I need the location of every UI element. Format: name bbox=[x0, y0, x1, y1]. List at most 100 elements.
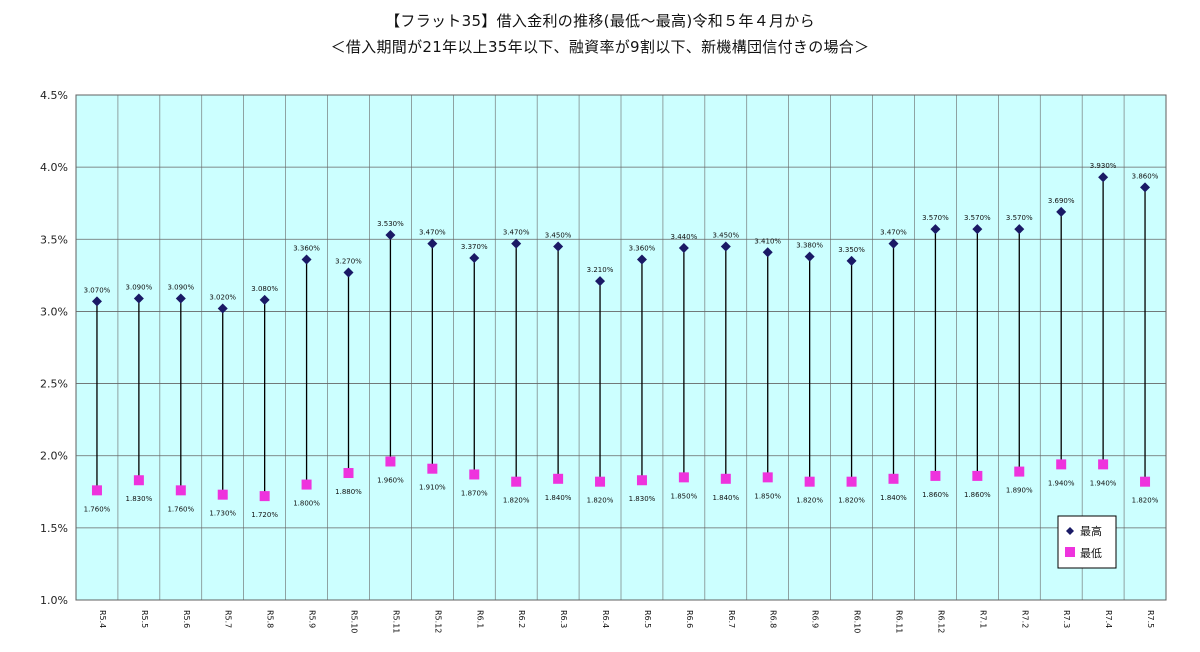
high-point bbox=[1098, 172, 1109, 183]
low-point bbox=[1056, 459, 1067, 470]
x-tick-label: R5.6 bbox=[182, 610, 191, 628]
high-data-label: 3.470% bbox=[880, 229, 907, 237]
high-data-label: 3.210% bbox=[587, 266, 614, 274]
high-data-label: 3.090% bbox=[126, 283, 153, 291]
low-point bbox=[888, 473, 899, 484]
low-point bbox=[91, 485, 102, 496]
high-point bbox=[636, 254, 647, 265]
low-data-label: 1.820% bbox=[838, 497, 865, 505]
low-point bbox=[636, 475, 647, 486]
high-point bbox=[930, 224, 941, 235]
high-point bbox=[804, 251, 815, 262]
x-tick-label: R6.4 bbox=[601, 610, 610, 628]
low-data-label: 1.820% bbox=[1132, 497, 1159, 505]
x-tick-label: R7.5 bbox=[1146, 610, 1155, 628]
high-data-label: 3.380% bbox=[796, 242, 823, 250]
chart-title: 【フラット35】借入金利の推移(最低～最高)令和５年４月から bbox=[385, 12, 815, 30]
high-point bbox=[175, 293, 186, 304]
low-point bbox=[259, 491, 270, 502]
low-point bbox=[301, 479, 312, 490]
x-tick-label: R7.3 bbox=[1062, 610, 1071, 628]
high-point bbox=[720, 241, 731, 252]
low-point bbox=[553, 473, 564, 484]
x-tick-label: R5.11 bbox=[391, 610, 400, 633]
y-tick-label: 2.5% bbox=[40, 378, 68, 391]
high-point bbox=[469, 253, 480, 264]
y-tick-label: 1.0% bbox=[40, 594, 68, 607]
x-tick-label: R5.7 bbox=[224, 610, 233, 628]
low-point bbox=[762, 472, 773, 483]
low-point bbox=[595, 476, 606, 487]
chart-subtitle: ＜借入期間が21年以上35年以下、融資率が9割以下、新機構団信付きの場合＞ bbox=[330, 38, 870, 56]
low-point bbox=[1014, 466, 1025, 477]
x-tick-label: R6.1 bbox=[475, 610, 484, 628]
low-point bbox=[469, 469, 480, 480]
y-tick-label: 2.0% bbox=[40, 450, 68, 463]
x-tick-label: R6.3 bbox=[559, 610, 568, 628]
high-point bbox=[553, 241, 564, 252]
high-data-label: 3.370% bbox=[461, 243, 488, 251]
low-data-label: 1.860% bbox=[922, 491, 949, 499]
low-point bbox=[972, 470, 983, 481]
high-point bbox=[595, 276, 606, 287]
y-tick-label: 4.0% bbox=[40, 161, 68, 174]
x-tick-label: R6.7 bbox=[727, 610, 736, 628]
x-tick-label: R6.10 bbox=[853, 610, 862, 633]
high-point bbox=[259, 294, 270, 305]
low-data-label: 1.820% bbox=[796, 497, 823, 505]
high-data-label: 3.360% bbox=[293, 244, 320, 252]
low-data-label: 1.890% bbox=[1006, 487, 1033, 495]
x-tick-label: R5.10 bbox=[350, 610, 359, 633]
x-tick-label: R6.12 bbox=[936, 610, 945, 633]
high-point bbox=[678, 242, 689, 253]
high-point bbox=[427, 238, 438, 249]
high-data-label: 3.690% bbox=[1048, 197, 1075, 205]
high-data-label: 3.270% bbox=[335, 257, 362, 265]
high-data-label: 3.570% bbox=[1006, 214, 1033, 222]
low-data-label: 1.820% bbox=[503, 497, 530, 505]
x-tick-label: R6.8 bbox=[769, 610, 778, 628]
low-data-label: 1.760% bbox=[167, 505, 194, 513]
low-data-label: 1.800% bbox=[293, 500, 320, 508]
low-point bbox=[217, 489, 228, 500]
low-point bbox=[133, 475, 144, 486]
high-data-label: 3.070% bbox=[84, 286, 111, 294]
high-data-label: 3.450% bbox=[545, 232, 572, 240]
low-data-label: 1.850% bbox=[754, 492, 781, 500]
low-data-label: 1.820% bbox=[587, 497, 614, 505]
low-point bbox=[427, 463, 438, 474]
low-data-label: 1.840% bbox=[545, 494, 572, 502]
legend-box bbox=[1057, 515, 1117, 569]
x-tick-label: R5.9 bbox=[308, 610, 317, 628]
x-tick-label: R6.5 bbox=[643, 610, 652, 628]
low-point bbox=[930, 470, 941, 481]
low-point bbox=[846, 476, 857, 487]
high-point bbox=[343, 267, 354, 278]
low-data-label: 1.850% bbox=[671, 492, 698, 500]
legend-low-marker bbox=[1065, 547, 1075, 557]
high-point bbox=[762, 247, 773, 258]
high-data-label: 3.860% bbox=[1132, 172, 1159, 180]
low-point bbox=[175, 485, 186, 496]
low-point bbox=[720, 473, 731, 484]
low-data-label: 1.940% bbox=[1048, 479, 1075, 487]
x-tick-label: R7.2 bbox=[1020, 610, 1029, 628]
low-data-label: 1.840% bbox=[880, 494, 907, 502]
high-point bbox=[1056, 206, 1067, 217]
high-point bbox=[972, 224, 983, 235]
high-data-label: 3.570% bbox=[964, 214, 991, 222]
low-data-label: 1.830% bbox=[629, 495, 656, 503]
high-data-label: 3.450% bbox=[712, 232, 739, 240]
low-point bbox=[804, 476, 815, 487]
high-point bbox=[888, 238, 899, 249]
high-data-label: 3.350% bbox=[838, 246, 865, 254]
x-tick-label: R5.8 bbox=[266, 610, 275, 628]
low-data-label: 1.960% bbox=[377, 476, 404, 484]
low-data-label: 1.870% bbox=[461, 489, 488, 497]
high-data-label: 3.020% bbox=[209, 294, 236, 302]
low-point bbox=[343, 468, 354, 479]
high-point bbox=[511, 238, 522, 249]
high-data-label: 3.470% bbox=[419, 229, 446, 237]
